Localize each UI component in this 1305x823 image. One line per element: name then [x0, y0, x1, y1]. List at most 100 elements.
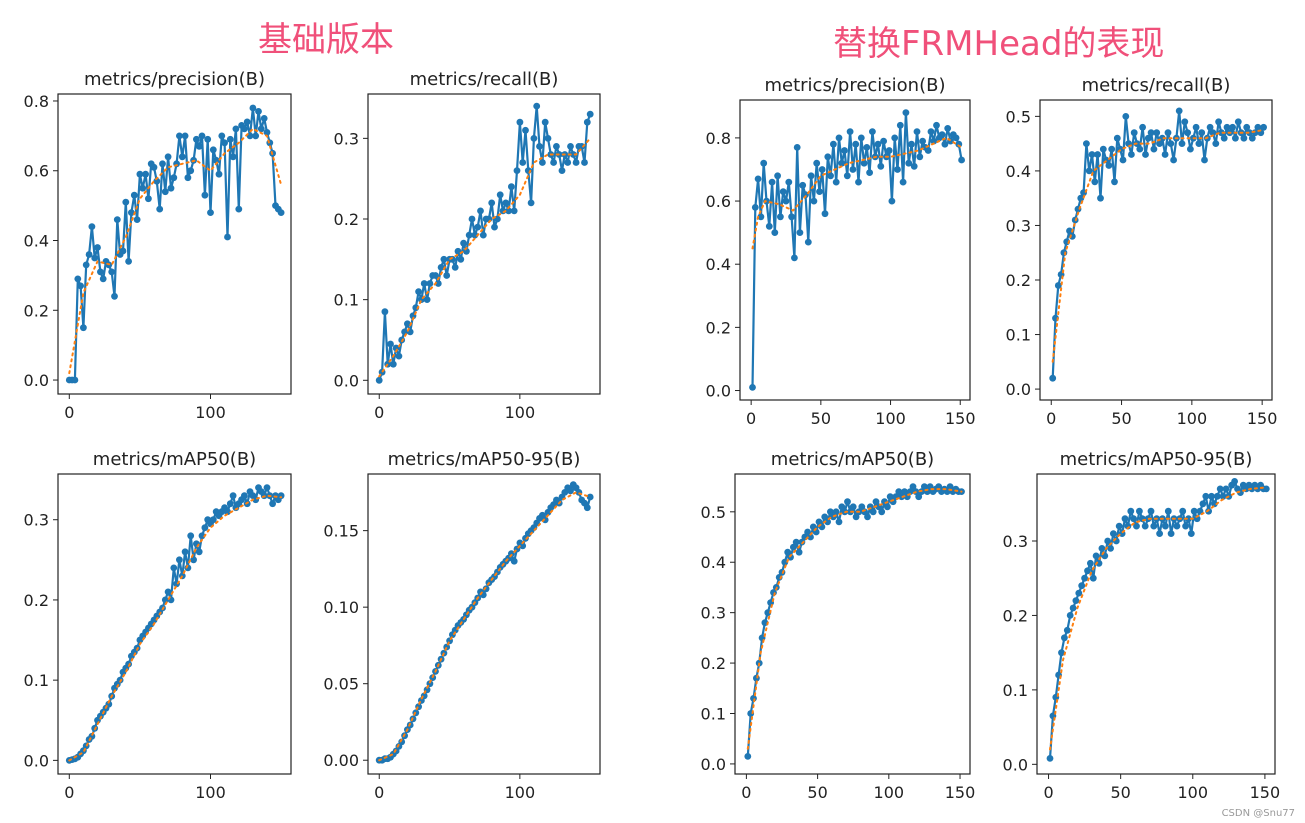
- data-point: [849, 503, 857, 511]
- y-tick-label: 0.2: [1003, 606, 1028, 625]
- data-point: [946, 483, 954, 490]
- data-point: [1133, 522, 1140, 530]
- data-point: [558, 167, 566, 174]
- data-point: [153, 177, 161, 185]
- y-tick-label: 0.00: [323, 751, 359, 770]
- data-point: [1115, 522, 1123, 530]
- data-point: [539, 159, 546, 166]
- x-tick-label: 100: [195, 403, 226, 422]
- data-point: [838, 159, 846, 167]
- x-tick-label: 150: [945, 783, 976, 802]
- data-point: [482, 585, 490, 593]
- data-point: [491, 223, 498, 231]
- data-point: [226, 500, 234, 508]
- data-point: [74, 275, 82, 283]
- data-point: [760, 159, 768, 167]
- data-point: [195, 548, 203, 556]
- data-point: [952, 134, 960, 142]
- data-point: [1184, 129, 1191, 137]
- y-tick-label: 0.2: [24, 591, 49, 610]
- data-point: [915, 493, 923, 501]
- data-point: [257, 125, 265, 133]
- data-point: [891, 134, 899, 142]
- series-line-smooth: [1049, 486, 1268, 751]
- data-point: [1081, 574, 1088, 582]
- data-point: [858, 503, 866, 511]
- y-tick-label: 0.4: [1006, 162, 1031, 181]
- x-tick-label: 100: [1178, 783, 1209, 802]
- data-point: [1209, 129, 1217, 137]
- data-point: [190, 556, 198, 564]
- y-tick-label: 0.8: [24, 92, 49, 111]
- data-point: [567, 143, 574, 150]
- data-point: [198, 132, 206, 140]
- plot-frame: [367, 93, 601, 395]
- data-point: [768, 178, 776, 186]
- data-point: [1185, 515, 1192, 523]
- data-point: [170, 174, 178, 182]
- data-point: [869, 128, 876, 135]
- data-point: [1136, 507, 1143, 515]
- y-tick-label: 0.1: [24, 671, 49, 690]
- data-point: [1153, 129, 1161, 137]
- data-point: [810, 197, 818, 205]
- data-point: [215, 170, 223, 178]
- data-point: [263, 484, 271, 491]
- y-tick-label: 0.8: [706, 129, 731, 148]
- data-point: [1182, 522, 1189, 530]
- data-point: [1104, 537, 1112, 545]
- chart-baseline-map50-95: metrics/mAP50-95(B) 0.00 0.05 0.10 0.15 0 100: [323, 449, 601, 802]
- plot-frame: [739, 99, 971, 401]
- data-point: [788, 213, 795, 221]
- data-point: [1161, 151, 1169, 158]
- data-point: [1094, 151, 1101, 158]
- data-point: [125, 660, 132, 668]
- data-point: [895, 488, 903, 495]
- data-point: [872, 498, 880, 506]
- data-point: [1107, 545, 1114, 552]
- data-point: [113, 216, 121, 224]
- data-point: [389, 360, 397, 368]
- data-point: [888, 197, 896, 205]
- data-point: [583, 504, 591, 512]
- chart-frmhead-precision: metrics/precision(B) 0.0 0.2 0.4 0.6 0.8 0 50 10…: [706, 75, 976, 428]
- data-point: [395, 352, 403, 360]
- data-point: [375, 376, 383, 384]
- y-tick-label: 0.10: [323, 598, 359, 617]
- data-point: [1201, 156, 1208, 164]
- data-point: [184, 174, 192, 182]
- data-point: [816, 188, 823, 195]
- data-point: [1147, 507, 1155, 515]
- y-tick-label: 0.3: [1006, 216, 1031, 235]
- data-point: [885, 147, 893, 154]
- data-point: [510, 557, 518, 565]
- data-point: [1262, 485, 1270, 493]
- data-point: [420, 280, 428, 287]
- series-line-smooth: [378, 491, 592, 762]
- data-point: [519, 159, 527, 166]
- data-point: [1083, 140, 1090, 147]
- data-point: [581, 159, 588, 166]
- data-point: [744, 753, 752, 760]
- series-line-smooth: [746, 488, 963, 750]
- data-point: [846, 128, 854, 135]
- data-point: [1212, 140, 1220, 147]
- x-tick-label: 50: [811, 409, 831, 428]
- data-point: [930, 137, 938, 145]
- plot-frame: [734, 473, 971, 775]
- data-point: [1147, 129, 1155, 137]
- data-point: [1105, 162, 1113, 169]
- data-point: [263, 129, 271, 136]
- data-point: [277, 492, 285, 500]
- data-point: [1122, 113, 1130, 120]
- data-point: [1088, 151, 1096, 158]
- y-tick-label: 0.1: [701, 704, 726, 723]
- data-point: [1254, 123, 1262, 131]
- data-point: [1054, 282, 1062, 289]
- data-point: [88, 223, 96, 231]
- x-tick-label: 100: [505, 783, 536, 802]
- data-point: [187, 167, 195, 175]
- data-point: [1063, 626, 1071, 634]
- data-point: [1229, 123, 1236, 131]
- data-point: [522, 126, 529, 134]
